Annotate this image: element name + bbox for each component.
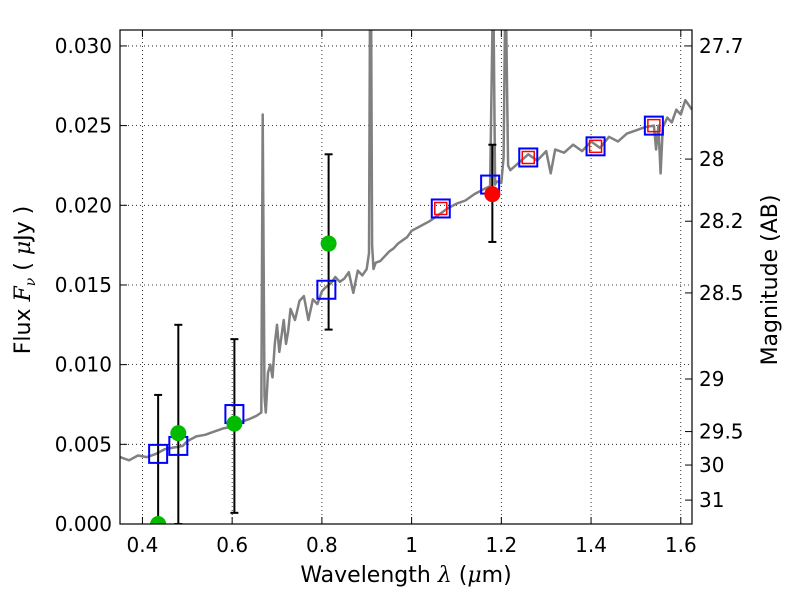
y-tick-label: 0.020 [55,193,112,217]
y2-tick-label: 28 [699,147,724,171]
x-tick-label: 1.6 [665,533,697,557]
y-tick-label: 0.010 [55,353,112,377]
photometry-point [170,425,187,442]
y-tick-label: 0.015 [55,273,112,297]
y2-tick-label: 31 [699,488,724,512]
x-axis-title: Wavelength λ (μm) [300,563,511,588]
model-photometry-square [430,198,451,219]
y-axis-title: Flux Fν ( μJy ) [11,206,39,355]
spectrum-line [120,30,692,462]
y2-tick-label: 28.5 [699,281,744,305]
y2-tick-label: 29.5 [699,420,744,444]
model-photometry-square [643,115,664,136]
x-tick-label: 0.4 [127,533,159,557]
photometry-point [226,415,243,432]
x-tick-label: 0.6 [216,533,248,557]
y-tick-label: 0.000 [55,512,112,536]
x-tick-label: 1.2 [485,533,517,557]
y2-tick-label: 29 [699,367,724,391]
photometry-point [484,186,501,203]
x-tick-label: 1.4 [575,533,607,557]
axes: 0.4 0.6 0.8 1 1.2 1.4 1.6 0.000 0.005 0.010 0.015 0… [55,29,744,557]
observed-photometry-square [588,139,603,154]
y-tick-label: 0.030 [55,34,112,58]
y-tick-label: 0.025 [55,114,112,138]
plot-area [120,30,692,524]
photometry-point [320,235,337,252]
photometry-point [150,516,167,524]
y2-tick-label: 28.2 [699,209,744,233]
y2-tick-label: 30 [699,453,724,477]
model-photometry-square [148,443,169,464]
plot-frame [119,29,693,525]
y2-tick-label: 27.7 [699,34,744,58]
model-photometry-square [518,147,539,168]
model-photometry-square [585,136,606,157]
grid-lines [120,30,692,525]
observed-photometry-square [434,201,448,216]
y2-axis-title: Magnitude (AB) [758,195,783,366]
observed-photometry-square [521,150,536,165]
x-tick-label: 1 [405,533,418,557]
model-photometry-square [316,279,337,300]
y-tick-label: 0.005 [55,432,112,456]
observed-photometry-square [647,118,661,133]
x-tick-label: 0.8 [306,533,338,557]
